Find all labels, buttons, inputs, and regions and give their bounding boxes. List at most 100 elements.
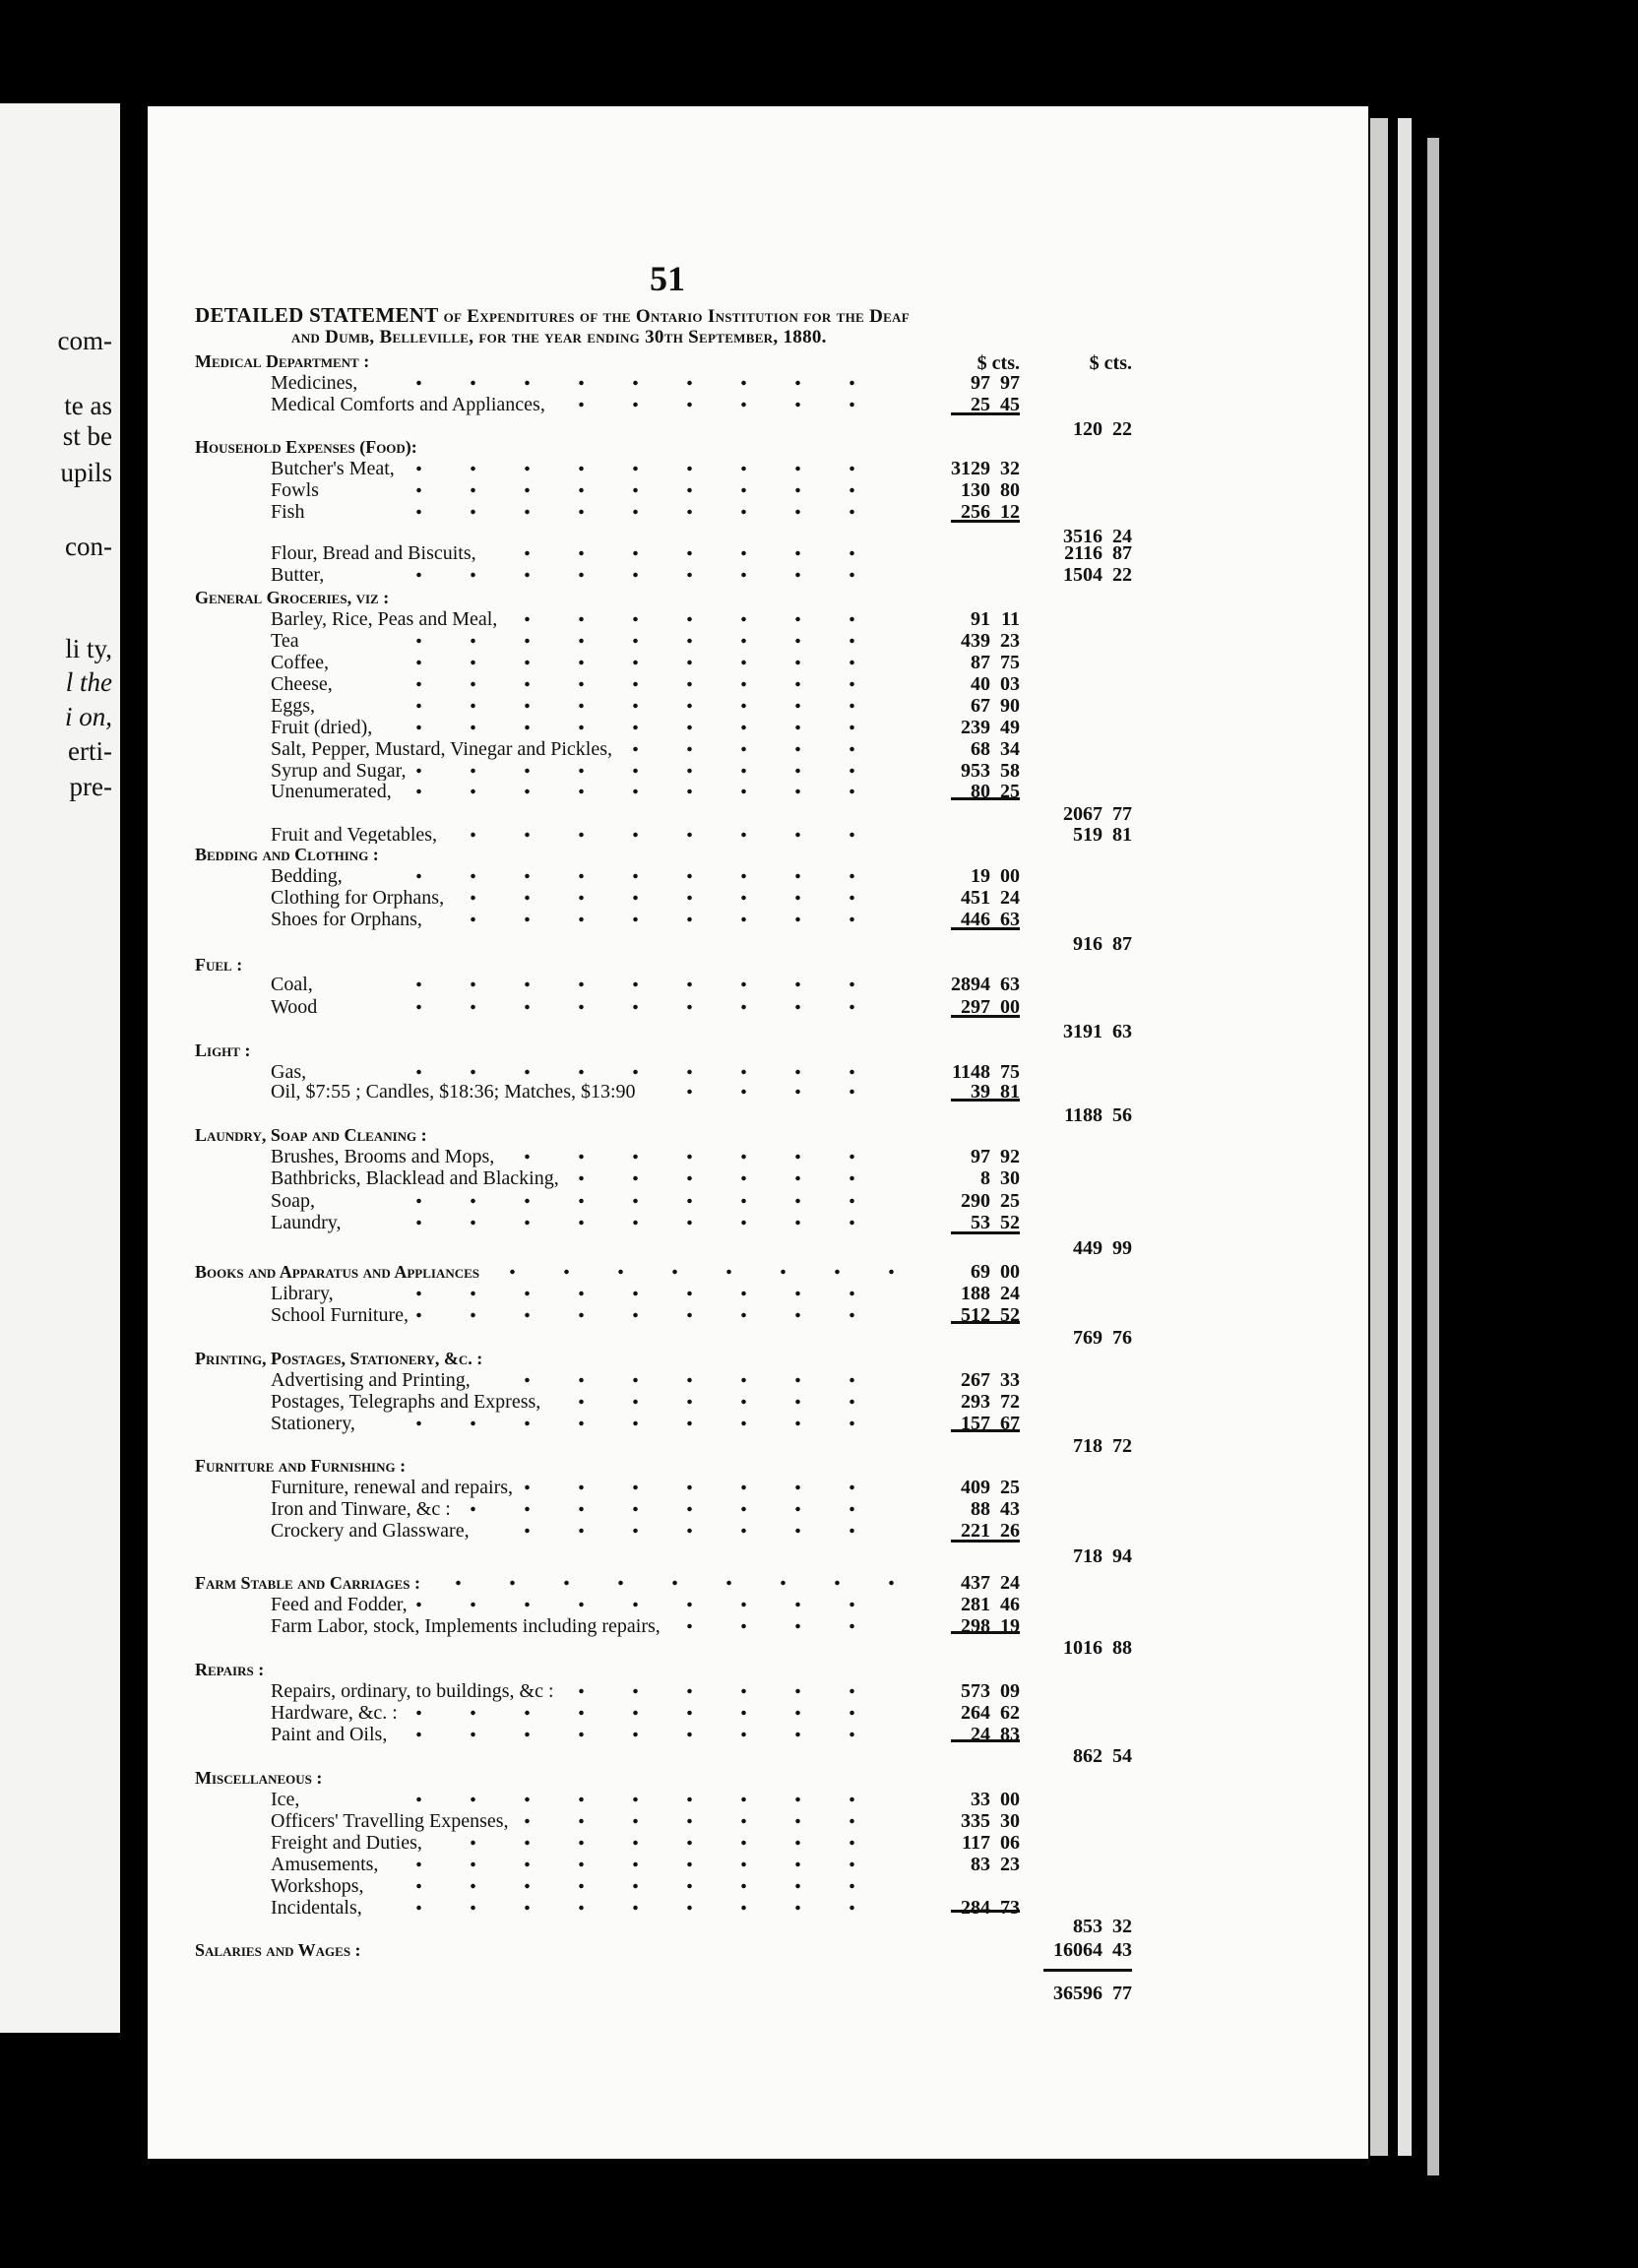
row-label: School Furniture, — [271, 1304, 416, 1326]
dot-leader — [392, 550, 904, 556]
row-label: Repairs : — [195, 1659, 273, 1680]
row-label: Incidentals, — [271, 1897, 370, 1919]
total-amount: 3516 24 — [1063, 526, 1132, 547]
total-amount: 2116 87 — [1064, 542, 1132, 564]
item-amount: 188 24 — [961, 1283, 1020, 1304]
line-item: Eggs, 67 90 — [195, 695, 1140, 717]
dot-leader — [392, 1377, 904, 1383]
dollars: 16064 — [1053, 1939, 1102, 1961]
dollars: 449 — [1073, 1237, 1102, 1259]
item-amount: 284 73 — [961, 1897, 1020, 1919]
line-item: Postages, Telegraphs and Express, 293 72 — [195, 1391, 1140, 1413]
cents: 43 — [1112, 1939, 1132, 1961]
facing-page-text: erti- — [68, 736, 112, 766]
item-amount: 267 33 — [961, 1369, 1020, 1391]
dot-leader — [392, 1312, 904, 1318]
cents: 25 — [1000, 781, 1020, 802]
cents: 00 — [1000, 1261, 1020, 1283]
dollars: 157 — [961, 1413, 990, 1434]
dollars: 3129 — [951, 458, 990, 479]
line-item: Farm Labor, stock, Implements including … — [195, 1615, 1140, 1637]
subtotal-rule — [951, 1015, 1020, 1018]
section-heading: Miscellaneous : — [195, 1767, 1140, 1789]
item-amount: 25 45 — [971, 394, 1020, 415]
dollars: 25 — [971, 394, 990, 415]
dot-leader — [392, 1710, 904, 1716]
row-label: Brushes, Brooms and Mops, — [271, 1146, 503, 1167]
dollars: 267 — [961, 1369, 990, 1391]
dollars: 439 — [961, 630, 990, 652]
row-label: Clothing for Orphans, — [271, 887, 453, 909]
page-edge — [1427, 138, 1439, 2175]
cents: 67 — [1000, 1413, 1020, 1434]
line-item: Fish 256 12 — [195, 501, 1140, 523]
dollars: 853 — [1073, 1916, 1102, 1937]
row-label: Fish — [271, 501, 313, 523]
cents: 76 — [1112, 1327, 1132, 1349]
line-item: Gas, 1148 75 — [195, 1061, 1140, 1083]
cents: 11 — [1001, 608, 1020, 630]
dollars: 718 — [1073, 1545, 1102, 1567]
row-label: Cheese, — [271, 673, 341, 695]
total-amount: 36596 77 — [1053, 1983, 1132, 2004]
cents: 75 — [1000, 652, 1020, 673]
dot-leader — [392, 487, 904, 493]
item-amount: 3129 32 — [951, 458, 1020, 479]
dollars: 36596 — [1053, 1983, 1102, 2004]
dollars: 1016 — [1063, 1637, 1102, 1659]
item-amount: 1148 75 — [952, 1061, 1020, 1083]
dollars: 437 — [961, 1572, 990, 1594]
cents: 56 — [1112, 1104, 1132, 1126]
row-label: Farm Stable and Carriages : — [195, 1572, 428, 1594]
dollars: 1504 — [1063, 564, 1102, 586]
dot-leader — [392, 616, 904, 622]
dollars: 33 — [971, 1789, 990, 1810]
dollars: 3516 — [1063, 526, 1102, 547]
row-label: Stationery, — [271, 1413, 363, 1434]
col2-header: $ cts. — [1089, 352, 1132, 374]
cents: 32 — [1112, 1916, 1132, 1937]
row-label: Hardware, &c. : — [271, 1702, 406, 1724]
row-label: Fuel : — [195, 954, 251, 976]
dot-leader — [392, 1198, 904, 1204]
line-item: Shoes for Orphans, 446 63 — [195, 909, 1140, 930]
line-item: Wood 297 00 — [195, 996, 1140, 1018]
statement-title-line2: and Dumb, Belleville, for the year endin… — [291, 327, 827, 347]
row-label: Soap, — [271, 1190, 323, 1212]
cents: 33 — [1000, 1369, 1020, 1391]
item-amount: 80 25 — [971, 781, 1020, 802]
line-item: Flour, Bread and Biscuits, 2116 87 — [195, 542, 1140, 564]
facing-page-text: te as — [64, 391, 112, 420]
row-label: Coffee, — [271, 652, 338, 673]
facing-page-text: com- — [57, 326, 112, 355]
line-item: Fruit and Vegetables, 519 81 — [195, 824, 1140, 846]
section-heading: Furniture and Furnishing : — [195, 1455, 1140, 1477]
dollars: 188 — [961, 1283, 990, 1304]
dot-leader — [392, 788, 904, 794]
line-item: Medical Comforts and Appliances, 25 45 — [195, 394, 1140, 415]
line-item: Oil, $7:55 ; Candles, $18:36; Matches, $… — [195, 1081, 1140, 1102]
item-amount: 446 63 — [961, 909, 1020, 930]
dollars: 290 — [961, 1190, 990, 1212]
dollars: 120 — [1073, 418, 1102, 440]
total-row: 3516 24 — [195, 520, 1140, 547]
item-amount: 87 75 — [971, 652, 1020, 673]
dollars: 953 — [961, 760, 990, 782]
item-amount: 117 06 — [962, 1832, 1020, 1854]
line-item: Fruit (dried), 239 49 — [195, 717, 1140, 738]
cents: 34 — [1000, 738, 1020, 760]
dollars: 2067 — [1063, 803, 1102, 825]
cents: 24 — [1000, 887, 1020, 909]
dollars: 281 — [961, 1594, 990, 1615]
facing-page-text: upils — [60, 458, 112, 487]
dollars: 8 — [980, 1167, 990, 1189]
cents: 22 — [1112, 564, 1132, 586]
dot-leader — [392, 1004, 904, 1010]
section-heading: Light : — [195, 1040, 1140, 1061]
dollars: 221 — [961, 1520, 990, 1542]
dot-leader — [392, 768, 904, 774]
total-amount: 16064 43 — [1053, 1939, 1132, 1961]
dollars: 297 — [961, 996, 990, 1018]
item-amount: 68 34 — [971, 738, 1020, 760]
dollars: 2894 — [951, 974, 990, 995]
